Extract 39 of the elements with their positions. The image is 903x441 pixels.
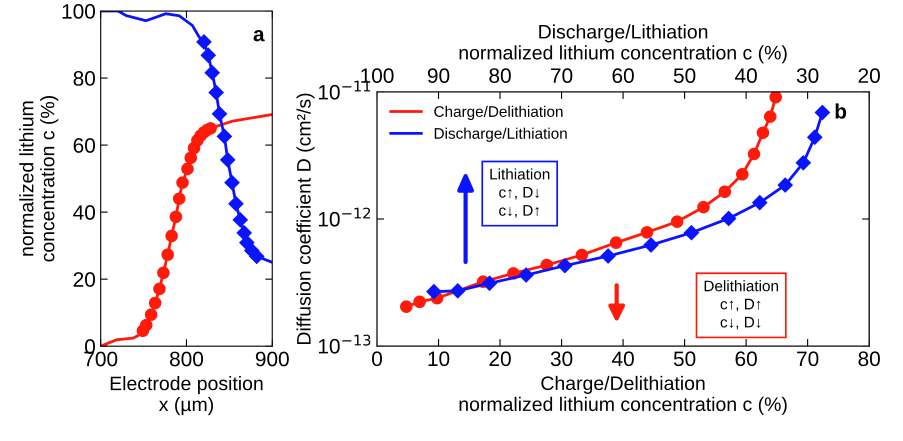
annotation: Delithiation c↑, D↑ c↓, D↓ xyxy=(704,280,778,330)
y-tick-label: 10$^{−13}$ xyxy=(318,334,370,354)
y-tick-label: 20 xyxy=(74,272,96,287)
y-tick-label: 80 xyxy=(74,71,96,86)
legend-label: Charge/Delithiation xyxy=(434,106,562,120)
x2-tick-label: 90 xyxy=(428,68,450,84)
x-tick-label: 60 xyxy=(736,351,757,366)
x2-tick-label: 80 xyxy=(489,68,511,84)
x-tick-label: 20 xyxy=(490,351,511,366)
x2-tick-label: 70 xyxy=(551,68,572,84)
x-axis-title: Charge/Delithiation normalized lithium concentration c (%) xyxy=(460,376,787,415)
x-tick-label: 30 xyxy=(550,351,572,366)
x-axis-title: Electrode position x (µm) xyxy=(110,376,262,416)
x2-tick-label: 60 xyxy=(612,68,634,84)
x-tick-label: 0 xyxy=(372,351,382,366)
y-tick-label: 100 xyxy=(62,4,96,19)
y-tick-label: 40 xyxy=(73,205,96,220)
x-tick-label: 10 xyxy=(428,351,450,366)
x-tick-label: 70 xyxy=(797,351,818,366)
x-tick-label: 40 xyxy=(612,351,634,366)
y-tick-label: 60 xyxy=(74,138,96,153)
x-tick-label: 80 xyxy=(858,351,880,366)
x2-axis-title: Discharge/Lithiation normalized lithium concentration c (%) xyxy=(460,24,787,64)
x-tick-label: 50 xyxy=(674,351,696,366)
annotation: Lithiation c↑, D↓ c↓, D↑ xyxy=(490,168,550,218)
annotation: a xyxy=(254,30,265,42)
y-axis-title: Diffusion coefficient D (cm²/s) xyxy=(296,94,315,344)
x-tick-label: 800 xyxy=(170,352,204,366)
annotation: b xyxy=(836,103,846,119)
y-tick-label: 10$^{−12}$ xyxy=(318,208,370,227)
x2-tick-label: 40 xyxy=(734,68,757,84)
legend-label: Discharge/Lithiation xyxy=(434,128,567,142)
x2-tick-label: 30 xyxy=(796,68,818,84)
x-tick-label: 900 xyxy=(256,352,289,366)
x2-tick-label: 20 xyxy=(858,68,880,84)
x2-tick-label: 100 xyxy=(361,68,394,84)
y-axis-title: normalized lithium concentration c (%) xyxy=(19,96,58,262)
x2-tick-label: 50 xyxy=(674,68,696,84)
x-tick-label: 700 xyxy=(84,352,118,366)
